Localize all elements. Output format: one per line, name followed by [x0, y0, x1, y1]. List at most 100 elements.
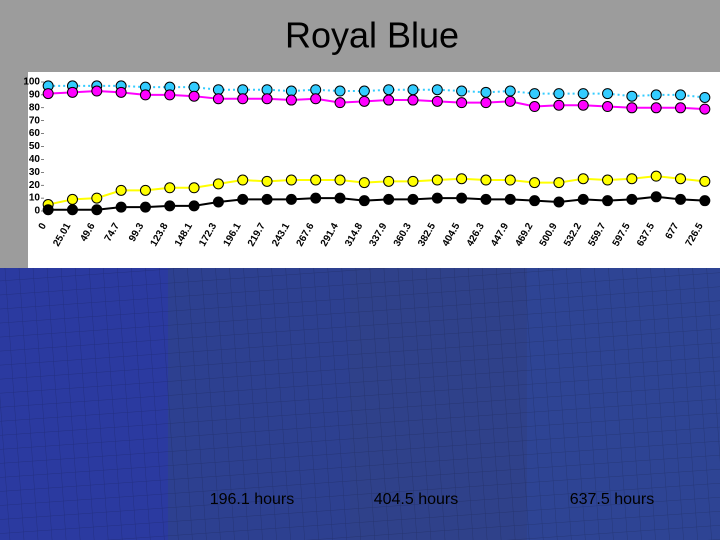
x-tick-label: 0: [37, 221, 50, 232]
data-point: [188, 81, 200, 93]
caption: 196.1 hours: [210, 491, 295, 508]
data-point: [407, 84, 419, 96]
y-tick-label: 60: [29, 128, 41, 139]
y-tick-label: 30: [29, 167, 41, 178]
data-point: [383, 84, 395, 96]
data-point: [358, 177, 370, 189]
data-point: [504, 193, 516, 205]
data-point: [529, 88, 541, 100]
y-tick-label: 80: [29, 102, 41, 113]
data-point: [383, 94, 395, 106]
data-point: [237, 174, 249, 186]
fabric-texture: [0, 268, 720, 540]
data-point: [553, 88, 565, 100]
data-point: [188, 182, 200, 194]
data-point: [42, 88, 54, 100]
data-point: [66, 193, 78, 205]
data-point: [504, 85, 516, 97]
data-point: [577, 88, 589, 100]
data-point: [626, 193, 638, 205]
data-point: [261, 193, 273, 205]
data-point: [407, 175, 419, 187]
data-point: [285, 174, 297, 186]
data-point: [699, 175, 711, 187]
data-point: [66, 86, 78, 98]
data-point: [650, 89, 662, 101]
title: Royal Blue: [285, 15, 459, 56]
data-point: [334, 97, 346, 109]
data-point: [577, 99, 589, 111]
caption: 404.5 hours: [374, 491, 459, 508]
data-point: [334, 174, 346, 186]
y-tick-label: 40: [29, 154, 41, 165]
data-point: [91, 204, 103, 216]
series-line: [48, 90, 705, 111]
data-point: [504, 95, 516, 107]
data-point: [139, 184, 151, 196]
y-tick-label: 10: [29, 193, 41, 204]
data-point: [553, 196, 565, 208]
data-point: [66, 204, 78, 216]
data-point: [237, 193, 249, 205]
data-point: [334, 192, 346, 204]
data-point: [480, 174, 492, 186]
series-line: [47, 175, 705, 206]
y-tick-label: 50: [29, 141, 41, 152]
series-line: [48, 195, 705, 211]
data-point: [480, 97, 492, 109]
data-point: [164, 182, 176, 194]
data-point: [699, 91, 711, 103]
data-point: [310, 192, 322, 204]
data-point: [334, 85, 346, 97]
data-point: [212, 196, 224, 208]
data-point: [237, 93, 249, 105]
data-point: [456, 192, 468, 204]
data-point: [529, 101, 541, 113]
data-point: [310, 84, 322, 96]
data-point: [42, 204, 54, 216]
data-point: [139, 89, 151, 101]
data-point: [431, 84, 443, 96]
data-point: [675, 102, 687, 114]
data-point: [553, 177, 565, 189]
y-tick-label: 20: [29, 180, 41, 191]
y-tick-label: 0: [34, 206, 40, 217]
data-point: [675, 173, 687, 185]
data-point: [577, 193, 589, 205]
data-point: [699, 103, 711, 115]
data-point: [553, 99, 565, 111]
caption: 637.5 hours: [570, 491, 655, 508]
data-point: [602, 88, 614, 100]
data-point: [456, 85, 468, 97]
data-point: [675, 89, 687, 101]
data-point: [407, 94, 419, 106]
data-point: [358, 195, 370, 207]
data-point: [602, 101, 614, 113]
data-point: [650, 170, 662, 182]
data-point: [91, 192, 103, 204]
y-tick-label: 70: [29, 115, 41, 126]
data-point: [456, 97, 468, 109]
data-point: [212, 178, 224, 190]
data-point: [529, 177, 541, 189]
data-point: [626, 102, 638, 114]
data-point: [602, 195, 614, 207]
data-point: [212, 84, 224, 96]
data-point: [212, 93, 224, 105]
data-point: [650, 102, 662, 114]
data-point: [261, 175, 273, 187]
data-point: [115, 201, 127, 213]
data-point: [431, 192, 443, 204]
data-point: [358, 85, 370, 97]
data-point: [431, 95, 443, 107]
data-point: [188, 200, 200, 212]
data-point: [650, 191, 662, 203]
y-tick-label: 100: [23, 77, 40, 88]
data-point: [383, 175, 395, 187]
data-point: [285, 193, 297, 205]
data-point: [577, 173, 589, 185]
data-point: [115, 184, 127, 196]
data-point: [285, 94, 297, 106]
